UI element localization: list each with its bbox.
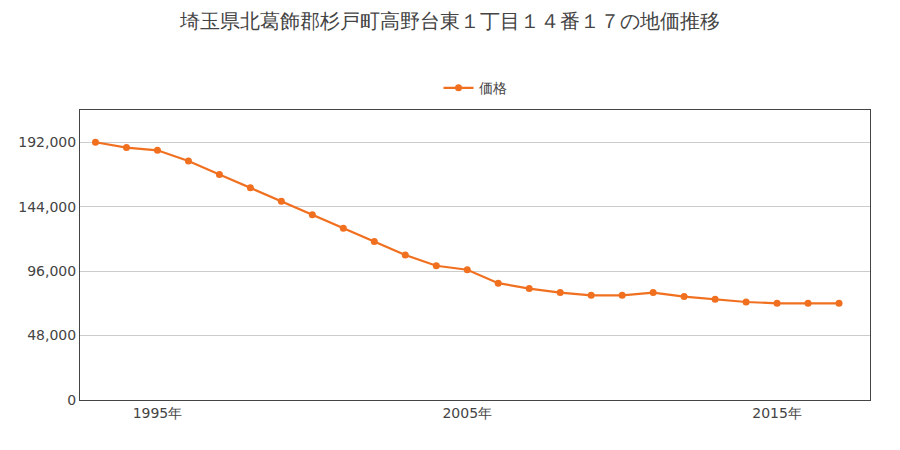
svg-text:2015年: 2015年	[752, 405, 802, 421]
svg-text:価格: 価格	[479, 80, 507, 96]
svg-text:1995年: 1995年	[133, 405, 183, 421]
svg-text:2005年: 2005年	[442, 405, 492, 421]
svg-text:0: 0	[67, 392, 76, 408]
svg-text:144,000: 144,000	[18, 199, 76, 215]
svg-text:48,000: 48,000	[27, 327, 76, 343]
svg-text:埼玉県北葛飾郡杉戸町高野台東１丁目１４番１７の地価推移: 埼玉県北葛飾郡杉戸町高野台東１丁目１４番１７の地価推移	[179, 9, 720, 33]
svg-text:192,000: 192,000	[18, 134, 76, 150]
svg-text:96,000: 96,000	[27, 263, 76, 279]
